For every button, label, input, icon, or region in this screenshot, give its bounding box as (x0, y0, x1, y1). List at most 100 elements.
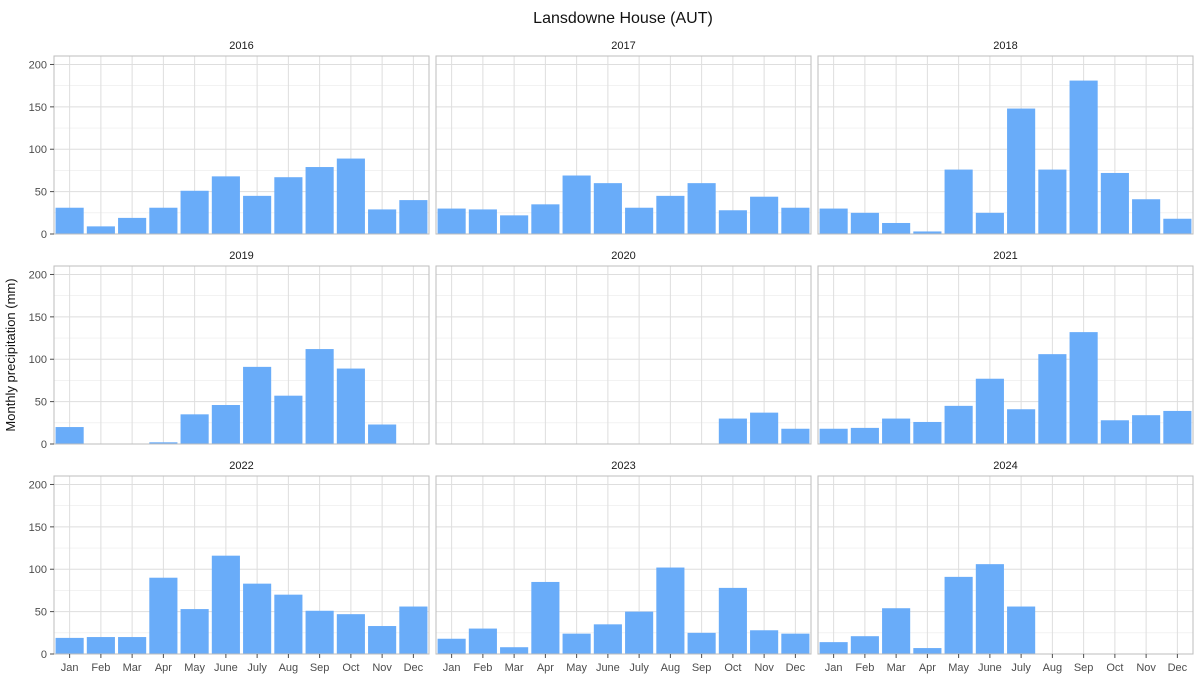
bar-may (562, 633, 591, 654)
bar-sep (305, 349, 334, 444)
bar-feb (468, 628, 497, 654)
bar-nov (750, 196, 779, 234)
bar-nov (368, 424, 397, 444)
panel-title: 2017 (611, 40, 635, 52)
x-tick-label: Jan (61, 662, 79, 674)
panel-background (54, 266, 429, 444)
bar-july (243, 366, 272, 444)
bar-apr (149, 442, 178, 444)
bar-apr (149, 577, 178, 654)
x-tick-label: Dec (1168, 662, 1188, 674)
y-tick-label: 150 (29, 522, 47, 534)
panel-border (435, 55, 812, 235)
bar-july (1007, 409, 1036, 444)
bar-may (944, 576, 973, 654)
panel-2024: 2024 Jan Feb Mar Apr May June July Aug Sep Oct Nov D… (817, 460, 1194, 674)
panel-title: 2019 (229, 250, 253, 262)
bar-aug (656, 195, 685, 234)
bar-aug (1038, 169, 1067, 234)
bar-apr (531, 581, 560, 654)
panel-2019: 2019 0 50 100 150 200 (29, 250, 430, 451)
x-tick-label: Feb (91, 662, 110, 674)
x-tick-label: Aug (1043, 662, 1063, 674)
y-tick-label: 100 (29, 564, 47, 576)
bar-nov (1132, 199, 1161, 234)
y-tick-label: 200 (29, 479, 47, 491)
bar-may (180, 609, 209, 654)
bar-apr (531, 204, 560, 234)
bar-june (593, 183, 622, 234)
bar-apr (913, 648, 942, 654)
bar-aug (656, 567, 685, 654)
bar-may (944, 169, 973, 234)
bar-dec (1163, 410, 1192, 444)
bar-feb (86, 226, 115, 234)
panel-title: 2022 (229, 460, 253, 472)
bar-sep (687, 183, 716, 234)
bar-dec (399, 606, 428, 654)
panel-2022: 2022 0 50 100 150 200 Jan Feb Mar Apr May June July A… (29, 460, 430, 674)
y-tick-label: 50 (35, 187, 47, 199)
bar-dec (781, 428, 810, 444)
chart-title: Lansdowne House (AUT) (533, 10, 713, 27)
panel-2023: 2023 Jan Feb Mar Apr May June July Aug Sep Oct Nov D… (435, 460, 812, 674)
bar-sep (305, 167, 334, 234)
y-tick-label: 100 (29, 354, 47, 366)
bar-mar (118, 637, 147, 654)
bar-apr (913, 231, 942, 234)
y-tick-label: 200 (29, 269, 47, 281)
bar-dec (781, 207, 810, 234)
bar-may (944, 405, 973, 444)
panel-2020: 2020 (435, 250, 812, 445)
x-tick-label: May (566, 662, 587, 674)
bar-feb (86, 637, 115, 654)
y-tick-label: 0 (41, 439, 47, 451)
x-tick-label: Aug (279, 662, 299, 674)
bar-aug (274, 594, 303, 654)
bar-jan (437, 638, 466, 654)
x-tick-label: May (948, 662, 969, 674)
bar-july (243, 583, 272, 654)
y-tick-label: 50 (35, 607, 47, 619)
y-tick-label: 200 (29, 59, 47, 71)
panel-border (435, 475, 812, 655)
x-tick-label: Nov (372, 662, 392, 674)
bar-feb (850, 212, 879, 234)
bar-nov (368, 209, 397, 234)
bar-mar (882, 222, 911, 234)
x-tick-label: May (184, 662, 205, 674)
bar-jan (437, 208, 466, 234)
bar-may (180, 414, 209, 444)
bar-oct (336, 614, 365, 654)
panel-border (53, 475, 430, 655)
x-tick-label: Jan (443, 662, 461, 674)
bar-nov (1132, 415, 1161, 444)
panel-border (435, 265, 812, 445)
bar-aug (1038, 354, 1067, 444)
x-tick-label: Apr (537, 662, 554, 674)
bar-mar (118, 217, 147, 234)
bar-nov (750, 630, 779, 654)
bar-oct (718, 587, 747, 654)
bar-oct (336, 158, 365, 234)
x-tick-label: Mar (123, 662, 142, 674)
bar-jan (55, 637, 84, 654)
x-tick-label: Oct (342, 662, 359, 674)
bar-sep (305, 610, 334, 654)
y-tick-label: 150 (29, 102, 47, 114)
x-tick-label: Mar (505, 662, 524, 674)
panel-border (817, 55, 1194, 235)
y-tick-label: 50 (35, 397, 47, 409)
bar-june (211, 405, 240, 444)
bar-nov (750, 412, 779, 444)
x-tick-label: Nov (754, 662, 774, 674)
y-tick-label: 100 (29, 144, 47, 156)
bar-june (211, 555, 240, 654)
panel-title: 2021 (993, 250, 1017, 262)
bar-dec (1163, 218, 1192, 234)
bar-sep (687, 632, 716, 654)
bar-mar (500, 215, 529, 234)
y-tick-label: 150 (29, 312, 47, 324)
x-tick-label: July (247, 662, 267, 674)
panel-title: 2024 (993, 460, 1017, 472)
